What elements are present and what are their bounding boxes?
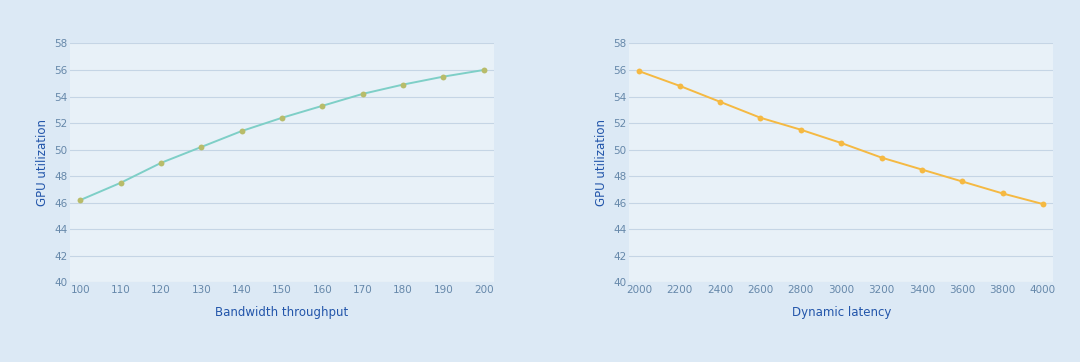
Point [712, 99, 729, 105]
Point [954, 178, 971, 184]
Point [873, 155, 890, 160]
Point [233, 128, 251, 134]
Point [793, 127, 810, 132]
Point [752, 115, 769, 121]
Point [273, 115, 291, 121]
Point [1035, 201, 1052, 207]
Point [313, 103, 330, 109]
Point [631, 68, 648, 74]
Point [833, 140, 850, 146]
Point [394, 82, 411, 88]
Point [475, 67, 492, 73]
Point [671, 83, 688, 89]
X-axis label: Bandwidth throughput: Bandwidth throughput [215, 306, 349, 319]
Point [994, 190, 1011, 196]
Point [192, 144, 210, 150]
Point [71, 197, 89, 203]
Point [914, 167, 931, 172]
X-axis label: Dynamic latency: Dynamic latency [792, 306, 891, 319]
Point [152, 160, 170, 166]
Point [354, 91, 372, 97]
Point [112, 180, 130, 186]
Y-axis label: GPU utilization: GPU utilization [36, 119, 49, 206]
Point [435, 74, 453, 80]
Y-axis label: GPU utilization: GPU utilization [595, 119, 608, 206]
